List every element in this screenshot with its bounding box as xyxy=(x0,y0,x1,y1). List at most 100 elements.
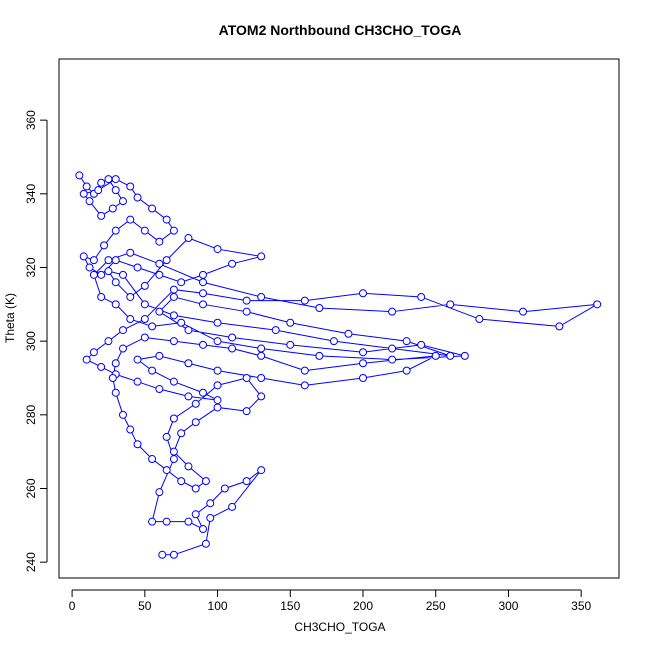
point xyxy=(119,197,127,206)
x-tick-label: 0 xyxy=(69,599,76,613)
point xyxy=(344,329,353,338)
point xyxy=(315,351,324,360)
point xyxy=(119,326,127,335)
plot-frame xyxy=(58,58,620,579)
y-axis-label: Theta (K) xyxy=(3,293,17,343)
x-tick-label: 250 xyxy=(426,599,446,613)
point xyxy=(155,385,164,394)
point xyxy=(206,513,215,522)
point xyxy=(213,245,222,254)
x-tick-label: 100 xyxy=(208,599,228,613)
point xyxy=(111,278,120,287)
point xyxy=(286,318,295,327)
point xyxy=(119,270,127,279)
point xyxy=(111,359,120,368)
point xyxy=(169,550,178,559)
point xyxy=(148,204,157,213)
point xyxy=(126,215,135,224)
point xyxy=(177,477,186,486)
point xyxy=(169,337,178,346)
point xyxy=(97,178,106,187)
point xyxy=(119,410,127,419)
point xyxy=(242,477,251,486)
point xyxy=(155,237,164,246)
point xyxy=(184,392,193,401)
point xyxy=(184,234,193,243)
y-tick-label: 360 xyxy=(24,110,38,130)
point xyxy=(257,344,266,353)
point xyxy=(199,300,207,309)
point xyxy=(213,403,222,412)
point xyxy=(271,326,280,335)
point xyxy=(133,193,142,202)
point xyxy=(133,440,142,449)
point xyxy=(191,418,200,427)
point xyxy=(388,355,397,364)
point xyxy=(111,300,120,309)
point xyxy=(177,278,186,287)
point xyxy=(359,348,367,357)
point xyxy=(89,348,98,357)
point xyxy=(79,189,88,198)
point xyxy=(199,278,207,287)
point xyxy=(555,322,564,331)
y-tick-label: 320 xyxy=(24,257,38,277)
point xyxy=(111,186,120,195)
point xyxy=(162,517,171,526)
point xyxy=(242,307,251,316)
point xyxy=(126,182,135,191)
x-tick-label: 300 xyxy=(498,599,518,613)
point xyxy=(169,311,178,320)
point xyxy=(133,263,142,272)
point xyxy=(388,307,397,316)
point xyxy=(155,351,164,360)
point xyxy=(126,248,135,257)
point xyxy=(184,359,193,368)
point xyxy=(126,425,135,434)
point xyxy=(140,281,149,290)
point xyxy=(199,270,207,279)
point xyxy=(257,292,266,301)
point xyxy=(97,211,106,220)
point xyxy=(191,484,200,493)
point xyxy=(446,351,455,360)
series-line xyxy=(78,175,598,556)
point xyxy=(213,318,222,327)
point xyxy=(133,377,142,386)
point xyxy=(148,455,157,464)
point xyxy=(286,340,295,349)
point xyxy=(155,259,164,268)
point xyxy=(169,226,178,235)
x-tick-label: 150 xyxy=(280,599,300,613)
point xyxy=(431,351,440,360)
point xyxy=(111,256,120,265)
point xyxy=(213,396,222,405)
point xyxy=(104,337,113,346)
point xyxy=(94,186,103,195)
point xyxy=(104,256,113,265)
point xyxy=(133,355,142,364)
point xyxy=(97,362,106,371)
point xyxy=(169,455,178,464)
x-tick-label: 200 xyxy=(353,599,373,613)
x-axis-label: CH3CHO_TOGA xyxy=(294,620,385,634)
point xyxy=(359,373,367,382)
point xyxy=(184,517,193,526)
point xyxy=(315,304,324,313)
point xyxy=(388,344,397,353)
point xyxy=(257,466,266,475)
point xyxy=(177,318,186,327)
point xyxy=(220,484,229,493)
point xyxy=(104,267,113,276)
point xyxy=(257,392,266,401)
point xyxy=(417,292,426,301)
point xyxy=(199,340,207,349)
point xyxy=(177,429,186,438)
point xyxy=(111,388,120,397)
point xyxy=(519,307,527,316)
point xyxy=(169,285,178,294)
chart-title: ATOM2 Northbound CH3CHO_TOGA xyxy=(219,22,462,38)
point xyxy=(228,502,237,511)
y-tick-label: 340 xyxy=(24,183,38,203)
